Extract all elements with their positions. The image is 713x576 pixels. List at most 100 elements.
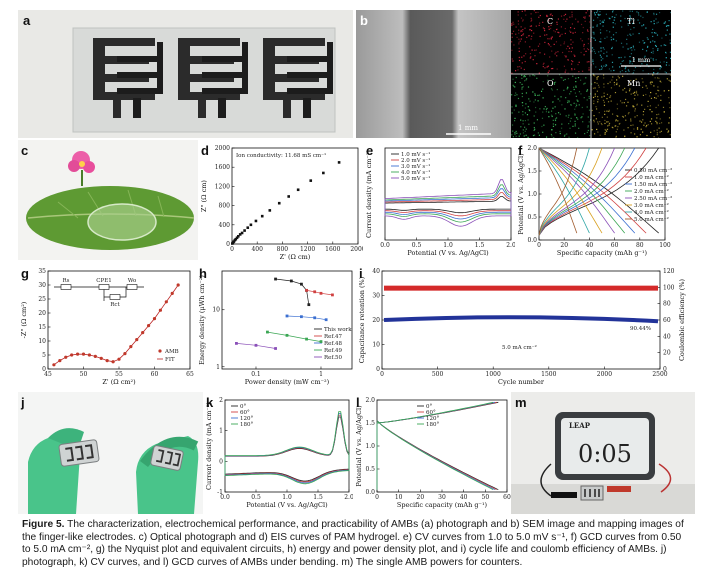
- map-dot: [523, 135, 525, 137]
- map-dot: [530, 17, 532, 20]
- map-dot: [547, 43, 550, 45]
- map-dot: [624, 68, 626, 70]
- map-dot: [666, 78, 668, 80]
- map-dot: [612, 22, 614, 24]
- map-dot: [607, 125, 609, 127]
- y-tick-label: 0: [226, 241, 230, 248]
- map-dot: [520, 126, 522, 128]
- map-dot: [559, 113, 561, 115]
- map-dot: [516, 132, 518, 134]
- data-point: [287, 195, 290, 198]
- map-dot: [544, 34, 546, 36]
- panel-label-i: i: [359, 266, 363, 281]
- map-dot: [515, 92, 517, 94]
- map-dot: [604, 37, 606, 39]
- map-dot: [555, 51, 557, 53]
- x-tick-label: 1.5: [313, 494, 323, 501]
- map-dot: [629, 88, 631, 90]
- map-dot: [616, 115, 618, 117]
- map-dot: [588, 121, 590, 123]
- legend-marker: [158, 349, 162, 353]
- map-dot: [620, 56, 622, 59]
- map-dot: [603, 19, 605, 21]
- map-dot: [553, 83, 556, 85]
- map-dot: [605, 13, 608, 15]
- map-dot: [538, 134, 541, 136]
- map-dot: [597, 13, 599, 15]
- map-dot: [642, 119, 644, 121]
- map-dot: [627, 101, 629, 103]
- map-dot: [626, 38, 628, 40]
- map-dot: [628, 70, 630, 72]
- map-dot: [548, 70, 550, 72]
- map-dot: [597, 121, 599, 123]
- map-dot: [606, 93, 609, 96]
- map-dot: [554, 31, 556, 33]
- map-ti-dots: [591, 10, 671, 75]
- map-dot: [524, 10, 526, 12]
- map-dot: [623, 129, 625, 131]
- y-tick-label: 15: [38, 324, 46, 331]
- map-dot: [535, 25, 537, 27]
- map-dot: [606, 30, 608, 32]
- data-point: [322, 171, 325, 175]
- map-dot: [523, 75, 525, 77]
- map-dot: [538, 72, 540, 74]
- map-dot: [584, 16, 586, 18]
- map-dot: [595, 118, 597, 120]
- map-dot: [631, 10, 633, 12]
- y-tick-label: 1.0: [365, 443, 375, 450]
- data-point: [235, 341, 238, 345]
- map-dot: [653, 12, 655, 14]
- electrode-photo: [72, 27, 336, 133]
- map-dot: [587, 129, 589, 132]
- y-tick-label: 2.0: [365, 397, 375, 404]
- map-dot: [552, 78, 554, 80]
- map-dot: [563, 41, 566, 43]
- plot-frame: [231, 147, 359, 245]
- x-tick-label: 60: [611, 242, 619, 249]
- map-dot: [621, 26, 623, 28]
- map-dot: [616, 103, 618, 105]
- map-dot: [513, 109, 515, 111]
- map-dot: [564, 78, 566, 81]
- data-point: [235, 236, 239, 240]
- map-dot: [546, 107, 548, 110]
- circuit-element: [98, 284, 110, 290]
- panel-label-l: l: [356, 395, 360, 410]
- map-dot: [564, 108, 566, 110]
- map-dot: [583, 97, 585, 99]
- map-dot: [567, 116, 569, 118]
- map-dot: [608, 68, 611, 70]
- map-dot: [622, 10, 624, 12]
- y-axis-label: Z" (Ω cm): [200, 180, 208, 212]
- x-tick-label: 500: [432, 371, 444, 378]
- map-dot: [644, 60, 646, 62]
- map-dot: [612, 127, 614, 129]
- map-dot: [622, 75, 624, 77]
- map-dot: [656, 117, 658, 119]
- map-dot: [658, 77, 660, 79]
- y2-tick-label: 60: [663, 317, 671, 324]
- x-tick-label: 1000: [486, 371, 501, 378]
- map-dot: [524, 119, 527, 122]
- map-dot: [521, 95, 523, 98]
- map-dot: [627, 127, 629, 129]
- circuit-label-rs: Rs: [63, 278, 70, 284]
- map-dot: [551, 83, 553, 85]
- data-point: [170, 291, 174, 295]
- map-dot: [659, 122, 661, 125]
- map-dot: [606, 116, 608, 118]
- map-dot: [526, 78, 528, 80]
- map-dot: [520, 67, 522, 69]
- data-point: [324, 318, 328, 322]
- map-dot: [533, 126, 535, 129]
- map-dot: [616, 83, 618, 86]
- map-dot: [665, 64, 668, 66]
- map-dot: [578, 91, 581, 93]
- map-dot: [529, 53, 532, 55]
- x-tick-label: 80: [636, 242, 644, 249]
- y-tick-label: 800: [219, 203, 231, 210]
- data-point: [313, 316, 317, 320]
- map-dot: [608, 110, 610, 113]
